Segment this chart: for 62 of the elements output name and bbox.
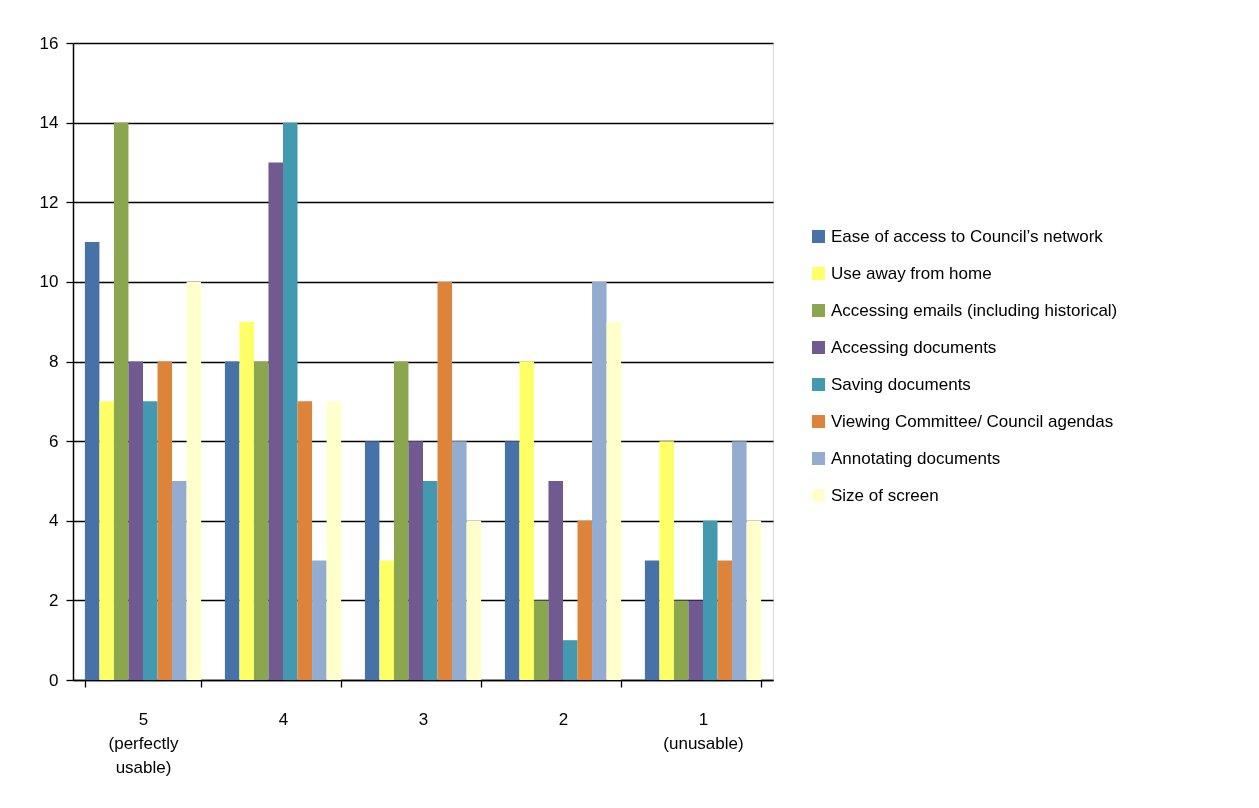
legend-label: Accessing emails (including historical) — [831, 300, 1118, 320]
y-tick-label: 16 — [39, 33, 59, 53]
bar — [533, 600, 549, 680]
bar — [393, 361, 409, 680]
bar — [312, 560, 327, 680]
bar — [644, 560, 660, 680]
y-tick-label: 6 — [49, 431, 59, 451]
bar — [408, 441, 423, 680]
bar — [128, 361, 143, 680]
y-tick-label: 8 — [49, 352, 59, 371]
bar — [113, 122, 129, 680]
bar — [703, 520, 718, 680]
bar — [452, 441, 467, 680]
bar — [606, 321, 622, 680]
bar — [364, 441, 380, 680]
y-tick-label: 12 — [39, 192, 59, 212]
bar — [99, 401, 114, 680]
x-tick-label: 2 — [558, 709, 569, 729]
bar — [326, 401, 342, 680]
bar — [466, 520, 482, 680]
legend-label: Accessing documents — [831, 337, 997, 357]
bar — [504, 441, 520, 680]
bar — [224, 361, 240, 680]
legend-label: Ease of access to Council’s network — [831, 226, 1104, 246]
y-tick-label: 4 — [49, 511, 59, 531]
legend-label: Saving documents — [831, 374, 971, 394]
bar — [423, 480, 438, 680]
y-tick-label: 10 — [39, 272, 59, 292]
bar — [659, 441, 674, 680]
legend-label: Use away from home — [831, 263, 992, 283]
bar — [732, 441, 747, 680]
x-tick-label: 4 — [278, 709, 289, 729]
bar — [563, 640, 578, 680]
bar — [143, 401, 158, 680]
bar — [519, 361, 534, 680]
y-tick-label: 14 — [39, 113, 59, 133]
legend-label: Size of screen — [831, 485, 939, 505]
y-tick-label: 2 — [49, 590, 59, 610]
bar — [717, 560, 733, 680]
bar — [253, 361, 269, 680]
bar — [577, 520, 593, 680]
bar — [437, 281, 453, 680]
bar — [379, 560, 394, 680]
bar — [688, 600, 703, 680]
x-tick-label: 1 (unusable) — [663, 709, 744, 753]
bar — [283, 122, 298, 680]
bar — [172, 480, 187, 680]
bar — [592, 281, 607, 680]
bar — [186, 281, 202, 680]
y-tick-label: 0 — [49, 670, 59, 690]
bar — [84, 242, 100, 680]
bar — [297, 401, 313, 680]
bar — [746, 520, 762, 680]
x-tick-label: 3 — [418, 709, 429, 729]
bar — [673, 600, 689, 680]
bar — [157, 361, 173, 680]
legend-label: Annotating documents — [831, 448, 1001, 468]
bar — [268, 162, 283, 680]
bar — [239, 321, 254, 680]
bar — [548, 480, 563, 680]
x-tick-label: 5 (perfectly usable) — [108, 709, 179, 777]
legend-label: Viewing Committee/ Council agendas — [831, 411, 1114, 431]
